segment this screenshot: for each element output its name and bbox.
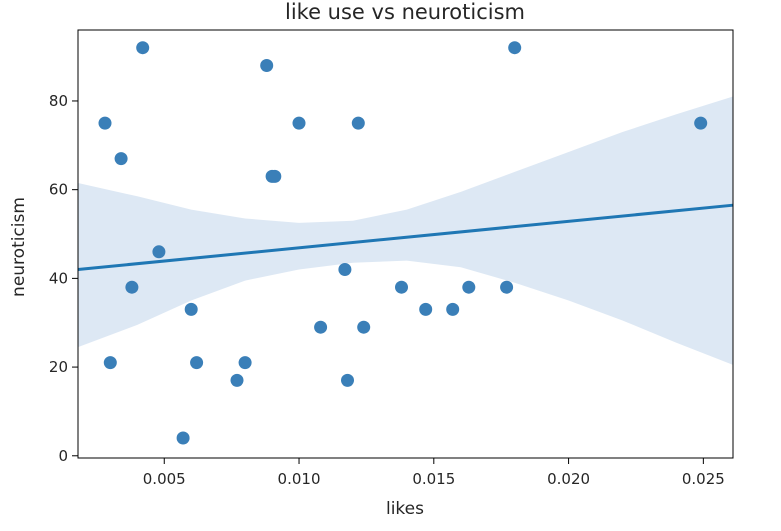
regression-line bbox=[77, 203, 734, 271]
x-tick-label: 0.010 bbox=[278, 470, 321, 488]
chart-title: like use vs neuroticism bbox=[285, 0, 525, 24]
data-point bbox=[103, 356, 117, 370]
y-tick-label: 40 bbox=[49, 269, 68, 287]
x-tick-label: 0.025 bbox=[682, 470, 725, 488]
data-points bbox=[98, 41, 708, 445]
y-tick-label: 0 bbox=[58, 447, 68, 465]
y-tick-label: 60 bbox=[49, 181, 68, 199]
data-point bbox=[338, 263, 352, 276]
data-point bbox=[395, 280, 408, 294]
y-axis: 0 20 40 60 80 bbox=[49, 92, 78, 465]
plot-area bbox=[77, 41, 734, 445]
data-point bbox=[114, 152, 128, 166]
data-point bbox=[98, 116, 112, 130]
plot-frame bbox=[77, 29, 734, 459]
data-point bbox=[136, 41, 150, 55]
confidence-band bbox=[78, 96, 733, 365]
data-point bbox=[357, 320, 371, 334]
data-point bbox=[351, 116, 365, 130]
y-tick-label: 20 bbox=[49, 358, 68, 376]
data-point bbox=[694, 116, 708, 130]
x-axis: 0.005 0.010 0.015 0.020 0.025 bbox=[143, 458, 725, 488]
data-point bbox=[500, 280, 514, 294]
data-point bbox=[314, 320, 328, 334]
data-point bbox=[446, 302, 460, 316]
data-point bbox=[292, 116, 306, 130]
y-axis-label: neuroticism bbox=[9, 197, 29, 297]
x-tick-label: 0.020 bbox=[547, 470, 590, 488]
x-tick-label: 0.015 bbox=[412, 470, 455, 488]
data-point bbox=[184, 302, 198, 316]
data-point bbox=[190, 356, 204, 370]
data-point bbox=[176, 431, 190, 445]
data-point bbox=[260, 59, 274, 72]
y-tick-label: 80 bbox=[49, 92, 68, 110]
data-point bbox=[268, 169, 282, 183]
data-point bbox=[462, 280, 476, 294]
data-point bbox=[238, 356, 252, 370]
x-tick-label: 0.005 bbox=[143, 470, 186, 488]
x-axis-label: likes bbox=[386, 499, 424, 519]
data-point bbox=[230, 373, 244, 387]
data-point bbox=[419, 302, 433, 316]
data-point bbox=[341, 373, 354, 387]
data-point bbox=[152, 245, 166, 259]
data-point bbox=[508, 41, 522, 55]
data-point bbox=[125, 280, 139, 294]
